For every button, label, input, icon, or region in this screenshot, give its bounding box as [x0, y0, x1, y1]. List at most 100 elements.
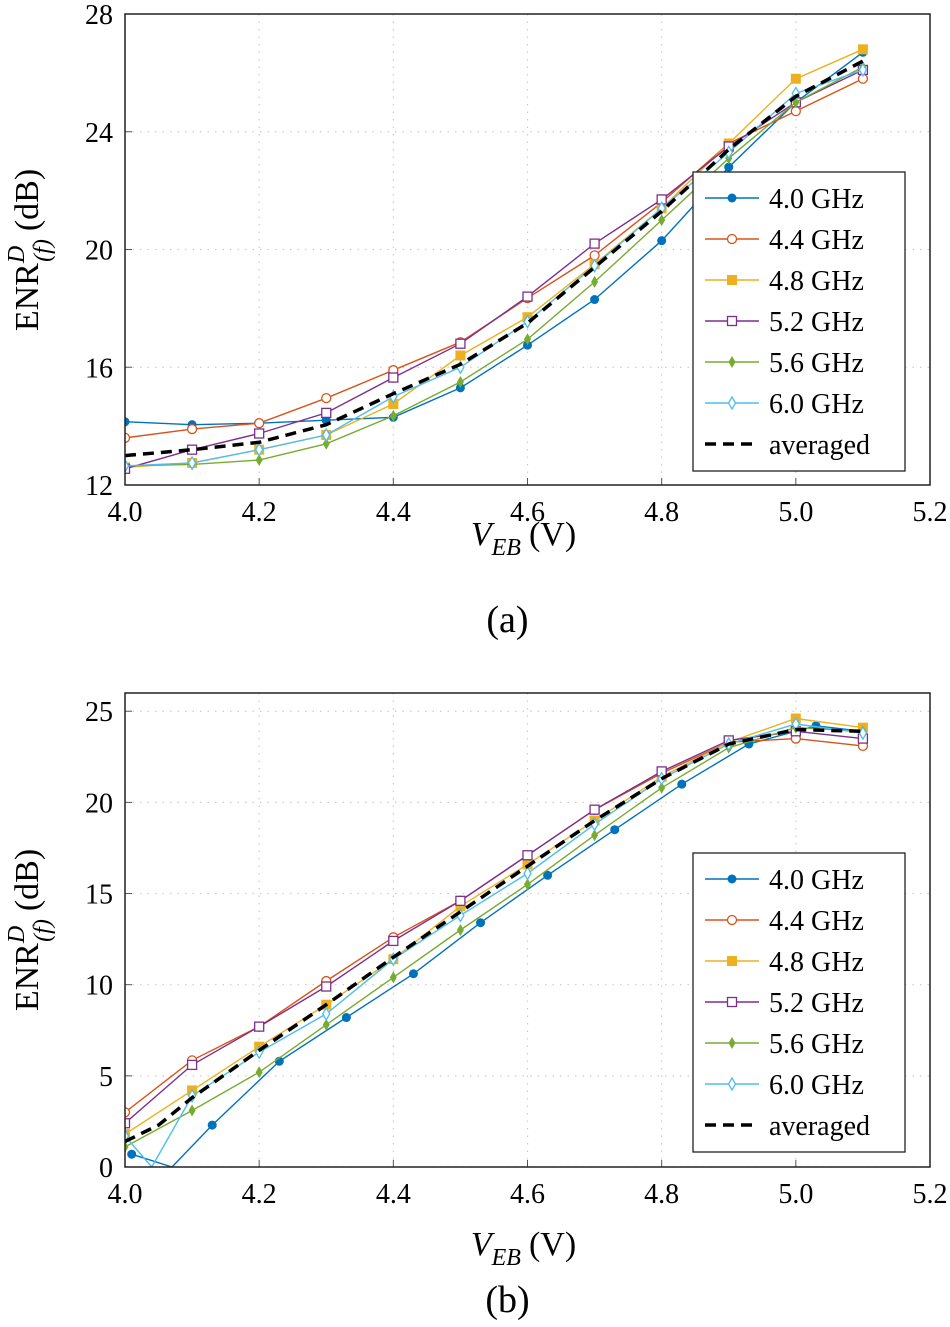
series-line — [125, 726, 863, 1148]
marker-filled-circle — [590, 295, 600, 305]
x-tick-label: 4.4 — [376, 1179, 411, 1210]
marker-open-diamond — [858, 62, 868, 78]
marker-filled-diamond — [389, 971, 397, 984]
marker-filled-square — [455, 350, 466, 361]
marker-open-diamond — [125, 458, 130, 474]
marker-filled-circle — [727, 874, 737, 884]
legend-label: 5.2 GHz — [769, 988, 864, 1019]
marker-filled-square — [727, 956, 737, 966]
y-tick-label: 16 — [85, 353, 113, 384]
marker-open-square — [522, 291, 533, 302]
legend: 4.0 GHz 4.4 GHz 4.8 GHz 5.2 GHz 5.6 GHz 6.0 G… — [692, 171, 906, 472]
marker-filled-diamond — [591, 275, 599, 288]
marker-open-square — [254, 428, 265, 439]
marker-open-square — [455, 338, 466, 349]
marker-filled-diamond — [524, 878, 531, 891]
marker-filled-circle — [727, 193, 737, 203]
subfigure-caption: (b) — [485, 1279, 529, 1321]
marker-open-circle — [254, 418, 265, 429]
marker-open-square — [726, 996, 738, 1008]
y-tick-label: 12 — [85, 471, 113, 502]
marker-open-diamond — [523, 866, 532, 881]
legend-label: 4.0 GHz — [769, 865, 864, 896]
y-axis-label: ENRD(f) (dB) — [4, 849, 56, 1011]
marker-filled-circle — [207, 1120, 217, 1130]
marker-filled-diamond — [255, 1066, 263, 1079]
y-label-sub: (f) — [30, 239, 56, 262]
x-tick-label: 4.8 — [644, 497, 679, 528]
series-averaged — [125, 59, 864, 458]
marker-filled-diamond — [322, 1018, 330, 1031]
y-label-sub: (f) — [30, 919, 56, 942]
marker-filled-diamond — [456, 924, 464, 936]
axes-box — [124, 692, 931, 1168]
series-line — [125, 51, 864, 426]
marker-open-square — [726, 315, 738, 327]
marker-filled-square — [727, 275, 737, 285]
marker-filled-circle — [657, 236, 667, 246]
marker-filled-square — [790, 73, 801, 84]
marker-open-square — [321, 981, 332, 992]
y-label-unit: (dB) — [9, 849, 46, 911]
y-tick-label: 20 — [85, 236, 113, 267]
legend-label: 6.0 GHz — [769, 1070, 864, 1101]
marker-open-circle — [726, 233, 738, 245]
x-label-unit: (V) — [529, 1226, 576, 1263]
legend-label: 5.6 GHz — [769, 1029, 864, 1060]
marker-open-diamond — [321, 1006, 331, 1022]
x-tick-label: 4.8 — [644, 1179, 679, 1210]
marker-filled-circle — [610, 825, 620, 835]
marker-filled-diamond — [658, 781, 666, 794]
y-tick-label: 25 — [85, 697, 113, 728]
marker-filled-square — [857, 44, 868, 55]
series-line — [125, 730, 863, 1124]
legend: 4.0 GHz 4.4 GHz 4.8 GHz 5.2 GHz 5.6 GHz 6.0 G… — [692, 852, 906, 1153]
marker-open-diamond — [125, 1128, 130, 1144]
marker-open-diamond — [858, 725, 868, 741]
marker-filled-diamond — [591, 829, 599, 842]
marker-filled-diamond — [125, 1140, 129, 1153]
marker-open-square — [388, 372, 399, 383]
x-tick-label: 4.6 — [510, 497, 545, 528]
marker-open-diamond — [321, 427, 331, 443]
marker-filled-diamond — [728, 356, 736, 368]
marker-filled-diamond — [658, 214, 666, 227]
marker-open-square — [589, 804, 600, 815]
legend-label: 4.4 GHz — [769, 906, 864, 937]
marker-filled-circle — [476, 918, 486, 928]
marker-filled-circle — [543, 870, 553, 880]
marker-open-square — [388, 935, 399, 947]
y-label-sup: D — [4, 926, 30, 944]
marker-open-circle — [321, 393, 332, 404]
marker-filled-diamond — [255, 453, 263, 466]
legend-label: 4.0 GHz — [769, 184, 864, 215]
marker-filled-diamond — [456, 375, 464, 388]
marker-filled-square — [388, 399, 399, 410]
y-tick-label: 24 — [85, 118, 113, 149]
marker-filled-square — [455, 901, 466, 912]
marker-open-square — [321, 407, 332, 419]
series-averaged — [125, 727, 863, 1144]
y-label-sup: D — [4, 246, 30, 264]
marker-open-diamond — [727, 395, 737, 411]
x-tick-label: 5.0 — [778, 497, 813, 528]
legend-label: 6.0 GHz — [769, 389, 864, 420]
x-label-unit: (V) — [529, 516, 576, 553]
axes-box — [124, 13, 931, 486]
x-tick-label: 5.2 — [913, 497, 948, 528]
series-line — [125, 66, 864, 467]
x-tick-label: 5.0 — [778, 1179, 813, 1210]
y-label-unit: (dB) — [9, 169, 46, 231]
legend-label: 4.8 GHz — [769, 266, 864, 297]
y-tick-label: 0 — [99, 1153, 113, 1184]
x-tick-label: 5.2 — [913, 1179, 948, 1210]
legend-label: averaged — [769, 1111, 870, 1142]
x-tick-label: 4.2 — [242, 1179, 277, 1210]
y-tick-label: 20 — [85, 788, 113, 819]
marker-open-square — [186, 1059, 198, 1071]
x-tick-label: 4.0 — [108, 497, 143, 528]
marker-open-circle — [125, 1107, 131, 1118]
marker-filled-diamond — [322, 437, 330, 450]
